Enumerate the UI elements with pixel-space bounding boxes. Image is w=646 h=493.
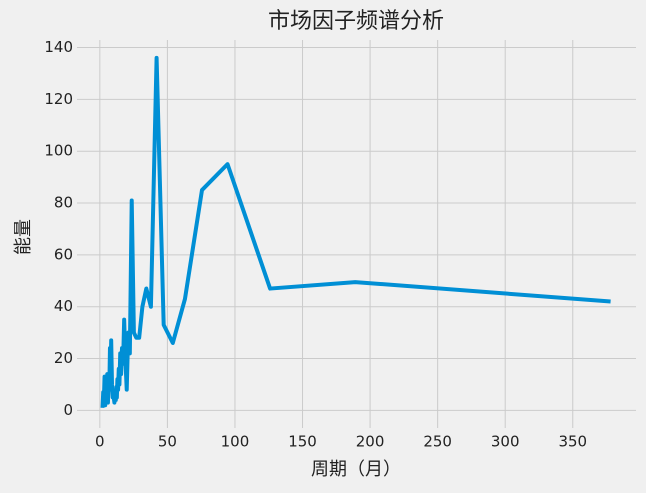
y-tick-label: 60 bbox=[54, 245, 73, 263]
x-tick-label: 300 bbox=[491, 433, 520, 451]
y-tick-label: 80 bbox=[54, 194, 73, 212]
x-tick-label: 0 bbox=[95, 433, 105, 451]
y-tick-label: 140 bbox=[44, 38, 73, 56]
x-tick-label: 350 bbox=[558, 433, 587, 451]
y-tick-label: 120 bbox=[44, 90, 73, 108]
y-tick-label: 20 bbox=[54, 349, 73, 367]
y-tick-label: 0 bbox=[63, 401, 73, 419]
x-tick-label: 250 bbox=[423, 433, 452, 451]
data-line bbox=[100, 55, 611, 408]
x-tick-label: 50 bbox=[158, 433, 177, 451]
y-tick-label: 100 bbox=[44, 142, 73, 160]
y-tick-label: 40 bbox=[54, 297, 73, 315]
chart-title: 市场因子频谱分析 bbox=[268, 9, 444, 34]
x-tick-label: 200 bbox=[356, 433, 385, 451]
x-tick-label: 150 bbox=[288, 433, 317, 451]
x-tick-label: 100 bbox=[221, 433, 250, 451]
x-axis-label: 周期（月） bbox=[311, 459, 401, 480]
y-axis-label: 能量 bbox=[13, 219, 34, 255]
